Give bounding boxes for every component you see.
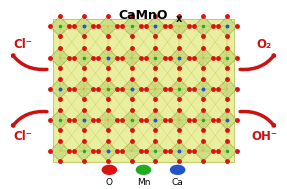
Polygon shape xyxy=(170,110,189,130)
Polygon shape xyxy=(50,110,69,130)
Polygon shape xyxy=(98,110,117,130)
Polygon shape xyxy=(194,16,213,36)
Text: O₂: O₂ xyxy=(257,38,272,51)
Polygon shape xyxy=(194,48,213,67)
Circle shape xyxy=(136,165,151,174)
Polygon shape xyxy=(218,48,237,67)
Polygon shape xyxy=(122,141,141,161)
Polygon shape xyxy=(74,79,93,99)
Polygon shape xyxy=(218,110,237,130)
Text: Ca: Ca xyxy=(172,178,183,187)
Polygon shape xyxy=(146,48,165,67)
Polygon shape xyxy=(146,110,165,130)
Polygon shape xyxy=(50,48,69,67)
FancyBboxPatch shape xyxy=(53,19,234,162)
Polygon shape xyxy=(122,79,141,99)
Polygon shape xyxy=(74,141,93,161)
Text: Mn: Mn xyxy=(137,178,150,187)
Polygon shape xyxy=(74,48,93,67)
Polygon shape xyxy=(218,79,237,99)
Polygon shape xyxy=(170,141,189,161)
Polygon shape xyxy=(146,141,165,161)
Text: Cl⁻: Cl⁻ xyxy=(13,38,32,51)
Text: Cl⁻: Cl⁻ xyxy=(13,130,32,143)
Polygon shape xyxy=(98,79,117,99)
Polygon shape xyxy=(194,141,213,161)
Polygon shape xyxy=(98,16,117,36)
Circle shape xyxy=(170,165,185,174)
Text: OH⁻: OH⁻ xyxy=(251,130,277,143)
Polygon shape xyxy=(50,141,69,161)
Polygon shape xyxy=(98,141,117,161)
Polygon shape xyxy=(98,48,117,67)
Polygon shape xyxy=(170,16,189,36)
Circle shape xyxy=(102,165,117,174)
Polygon shape xyxy=(194,79,213,99)
Polygon shape xyxy=(218,16,237,36)
Polygon shape xyxy=(170,79,189,99)
Polygon shape xyxy=(170,48,189,67)
Text: O: O xyxy=(106,178,113,187)
Polygon shape xyxy=(194,110,213,130)
Polygon shape xyxy=(122,110,141,130)
Polygon shape xyxy=(74,110,93,130)
Polygon shape xyxy=(74,16,93,36)
Polygon shape xyxy=(146,16,165,36)
Polygon shape xyxy=(122,16,141,36)
Polygon shape xyxy=(218,141,237,161)
Polygon shape xyxy=(146,79,165,99)
Polygon shape xyxy=(50,16,69,36)
Polygon shape xyxy=(50,79,69,99)
Polygon shape xyxy=(122,48,141,67)
Text: CaMnO: CaMnO xyxy=(119,9,168,22)
Text: x: x xyxy=(176,14,183,24)
